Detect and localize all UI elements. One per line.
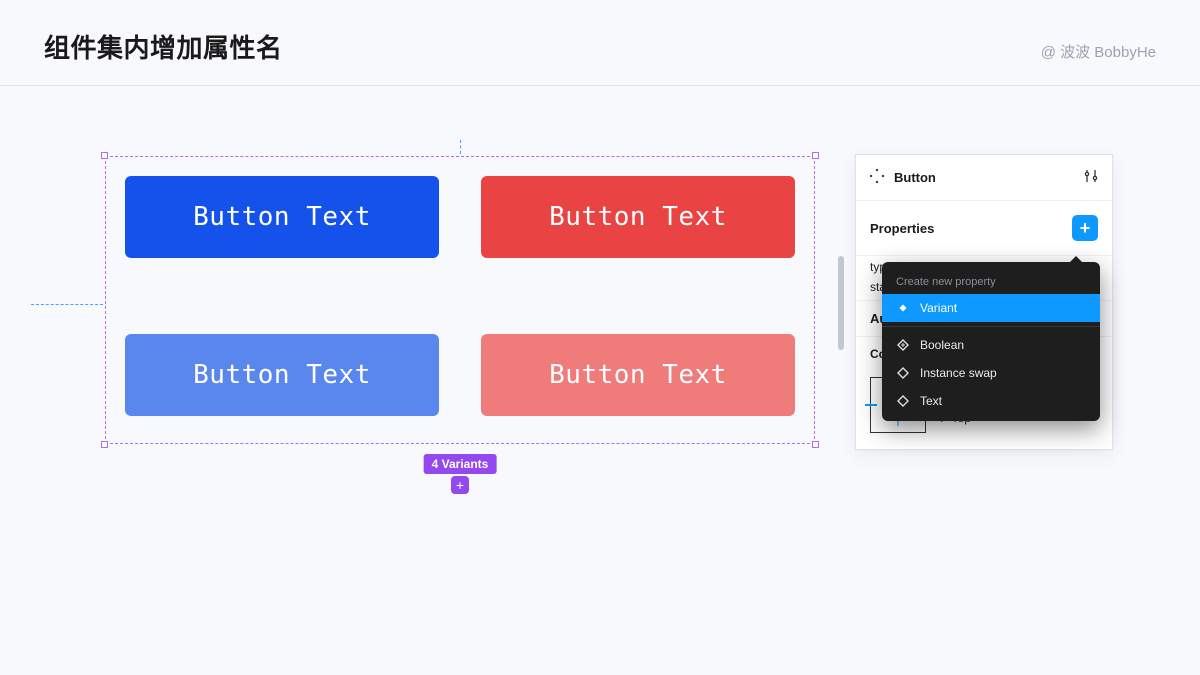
component-name: Button (894, 170, 936, 185)
menu-item-text[interactable]: Text (882, 387, 1100, 415)
variant-icon (896, 302, 910, 314)
add-property-button[interactable]: + (1072, 215, 1098, 241)
add-variant-button[interactable]: + (451, 476, 469, 494)
variant-red-primary[interactable]: Button Text (481, 176, 795, 258)
properties-section-row: Properties + (856, 201, 1112, 256)
text-icon (896, 395, 910, 407)
variant-red-muted[interactable]: Button Text (481, 334, 795, 416)
properties-heading: Properties (870, 221, 934, 236)
variant-blue-muted[interactable]: Button Text (125, 334, 439, 416)
button-label: Button Text (193, 360, 371, 390)
component-set-icon (870, 169, 884, 186)
menu-separator (882, 326, 1100, 327)
resize-handle-tr[interactable] (812, 152, 819, 159)
variant-blue-primary[interactable]: Button Text (125, 176, 439, 258)
resize-handle-bl[interactable] (101, 441, 108, 448)
button-label: Button Text (193, 202, 371, 232)
button-label: Button Text (549, 360, 727, 390)
menu-item-boolean[interactable]: Boolean (882, 331, 1100, 359)
component-set-frame[interactable]: Button Text Button Text Button Text Butt… (105, 156, 815, 444)
menu-caption: Create new property (882, 268, 1100, 294)
create-property-menu: Create new property Variant Boolean Inst… (882, 262, 1100, 421)
panel-header-row: Button (856, 155, 1112, 201)
variants-count-badge: 4 Variants (424, 454, 497, 474)
resize-handle-br[interactable] (812, 441, 819, 448)
resize-handle-tl[interactable] (101, 152, 108, 159)
smart-guide-top (460, 140, 461, 154)
boolean-icon (896, 339, 910, 351)
page-title: 组件集内增加属性名 (44, 28, 283, 65)
smart-guide-left (31, 304, 103, 305)
menu-item-variant[interactable]: Variant (882, 294, 1100, 322)
instance-swap-icon (896, 367, 910, 379)
page-header: 组件集内增加属性名 @ 波波 BobbyHe (0, 0, 1200, 86)
variant-grid: Button Text Button Text Button Text Butt… (115, 166, 805, 434)
button-label: Button Text (549, 202, 727, 232)
menu-item-instance-swap[interactable]: Instance swap (882, 359, 1100, 387)
scrollbar-thumb[interactable] (838, 256, 844, 350)
author-credit: @ 波波 BobbyHe (1041, 41, 1156, 62)
adjust-icon[interactable] (1084, 169, 1098, 186)
